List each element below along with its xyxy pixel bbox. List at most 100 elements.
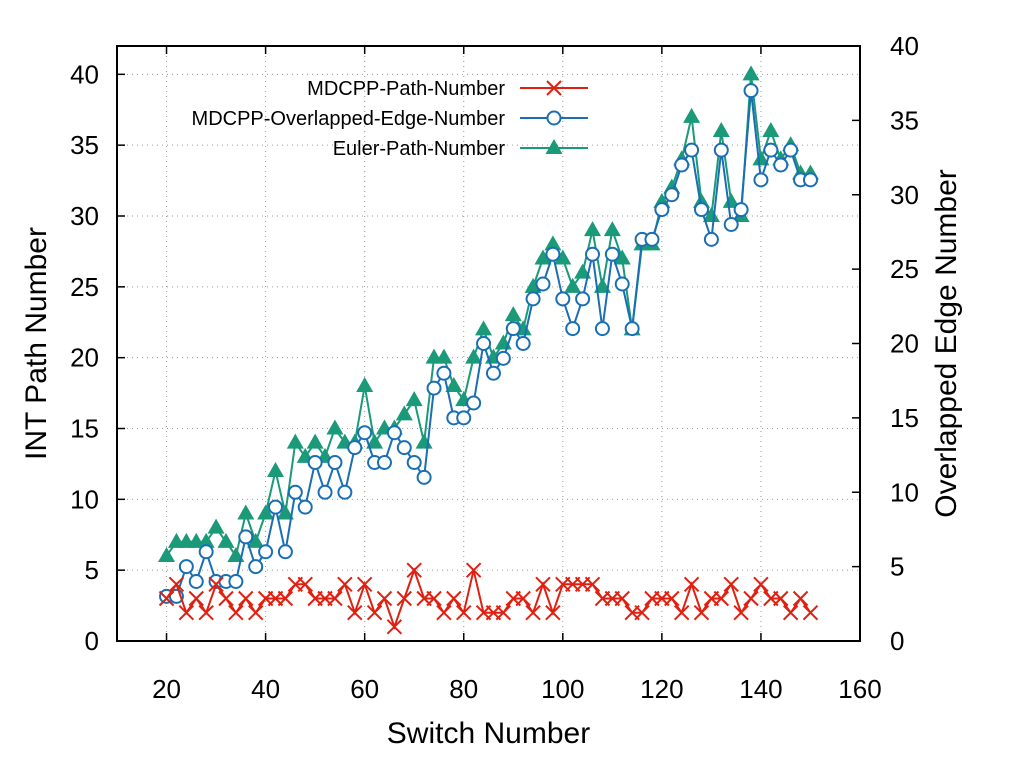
data-point <box>197 532 215 548</box>
legend-label: Euler-Path-Number <box>333 138 506 160</box>
data-point <box>406 455 422 470</box>
y-tick-label: 0 <box>85 626 99 656</box>
data-point <box>673 604 690 621</box>
data-point <box>544 235 562 251</box>
plot-frame <box>116 45 861 642</box>
x-tick-label: 100 <box>541 674 584 704</box>
data-point <box>228 604 244 621</box>
data-point <box>664 590 680 607</box>
data-point <box>524 277 542 293</box>
data-point <box>198 544 214 560</box>
data-point <box>436 604 452 621</box>
data-point <box>773 590 789 607</box>
data-point <box>445 377 463 392</box>
data-point <box>742 65 760 81</box>
grid <box>117 46 860 641</box>
data-point <box>286 433 304 449</box>
data-point <box>327 590 343 607</box>
data-point <box>743 590 759 607</box>
data-point <box>317 484 333 500</box>
data-point <box>247 604 264 621</box>
data-point <box>168 576 185 593</box>
data-point <box>525 604 541 621</box>
x-tick-label: 40 <box>251 674 280 704</box>
y2-tick-label: 40 <box>890 31 919 61</box>
data-point <box>613 249 631 265</box>
x-tick-label: 60 <box>350 674 379 704</box>
data-point <box>465 348 483 364</box>
data-point <box>326 419 344 435</box>
data-point <box>188 590 204 607</box>
data-point <box>495 604 512 621</box>
legend-entry: MDCPP-Path-Number <box>307 78 588 100</box>
data-point <box>258 544 274 560</box>
data-point <box>574 263 592 279</box>
data-point <box>712 122 730 137</box>
y-tick-label: 25 <box>70 272 99 302</box>
data-point <box>248 559 264 575</box>
data-point <box>228 574 244 589</box>
data-point <box>773 157 789 173</box>
data-point <box>446 590 462 607</box>
y2-tick-label: 20 <box>890 329 919 359</box>
data-point <box>723 576 739 593</box>
data-point <box>534 249 552 265</box>
data-point <box>664 187 680 203</box>
data-point <box>624 321 640 337</box>
data-point <box>198 604 214 621</box>
y-tick-label: 30 <box>70 201 99 231</box>
data-point <box>188 574 204 589</box>
data-point <box>466 395 482 411</box>
y-tick-label: 35 <box>70 130 99 160</box>
data-point <box>644 231 660 247</box>
y2-tick-label: 5 <box>890 552 904 582</box>
data-point <box>752 150 770 166</box>
y2-axis-title: Overlapped Edge Number <box>930 169 963 518</box>
data-point <box>594 321 610 337</box>
data-point <box>347 440 363 456</box>
data-point <box>743 83 759 99</box>
legend-marker <box>546 110 562 126</box>
data-point <box>456 410 472 426</box>
data-point <box>436 365 452 381</box>
data-point <box>158 590 175 607</box>
data-point <box>395 405 413 421</box>
x-tick-label: 160 <box>838 674 881 704</box>
legend-label: MDCPP-Overlapped-Edge-Number <box>192 108 506 130</box>
data-point <box>575 291 591 307</box>
data-point <box>515 336 531 351</box>
x-tick-label: 20 <box>152 674 181 704</box>
data-point <box>297 499 313 515</box>
data-point <box>525 291 541 307</box>
x-tick-label: 80 <box>449 674 478 704</box>
data-point <box>297 576 313 593</box>
data-point <box>158 547 176 562</box>
data-point <box>564 277 582 293</box>
data-point <box>386 425 402 441</box>
data-point <box>327 455 343 470</box>
data-point <box>178 559 194 575</box>
data-point <box>545 246 561 262</box>
data-point <box>276 504 294 520</box>
series-MDCPP-Path-Number <box>158 562 819 635</box>
data-point <box>723 217 739 232</box>
x-tick-label: 140 <box>739 674 782 704</box>
data-point <box>268 499 284 515</box>
data-point <box>456 604 472 621</box>
data-point <box>792 590 809 607</box>
data-point <box>426 590 442 607</box>
data-point <box>406 562 422 578</box>
data-point <box>782 604 799 621</box>
data-point <box>654 202 670 218</box>
y-tick-label: 10 <box>70 484 99 514</box>
data-point <box>337 484 353 500</box>
data-point <box>247 532 265 548</box>
data-point <box>555 291 571 307</box>
data-point <box>357 425 373 441</box>
data-point <box>733 604 749 621</box>
data-point <box>505 321 521 337</box>
data-point <box>603 221 621 237</box>
data-point <box>584 221 602 237</box>
data-point <box>306 433 324 449</box>
data-point <box>684 142 700 158</box>
